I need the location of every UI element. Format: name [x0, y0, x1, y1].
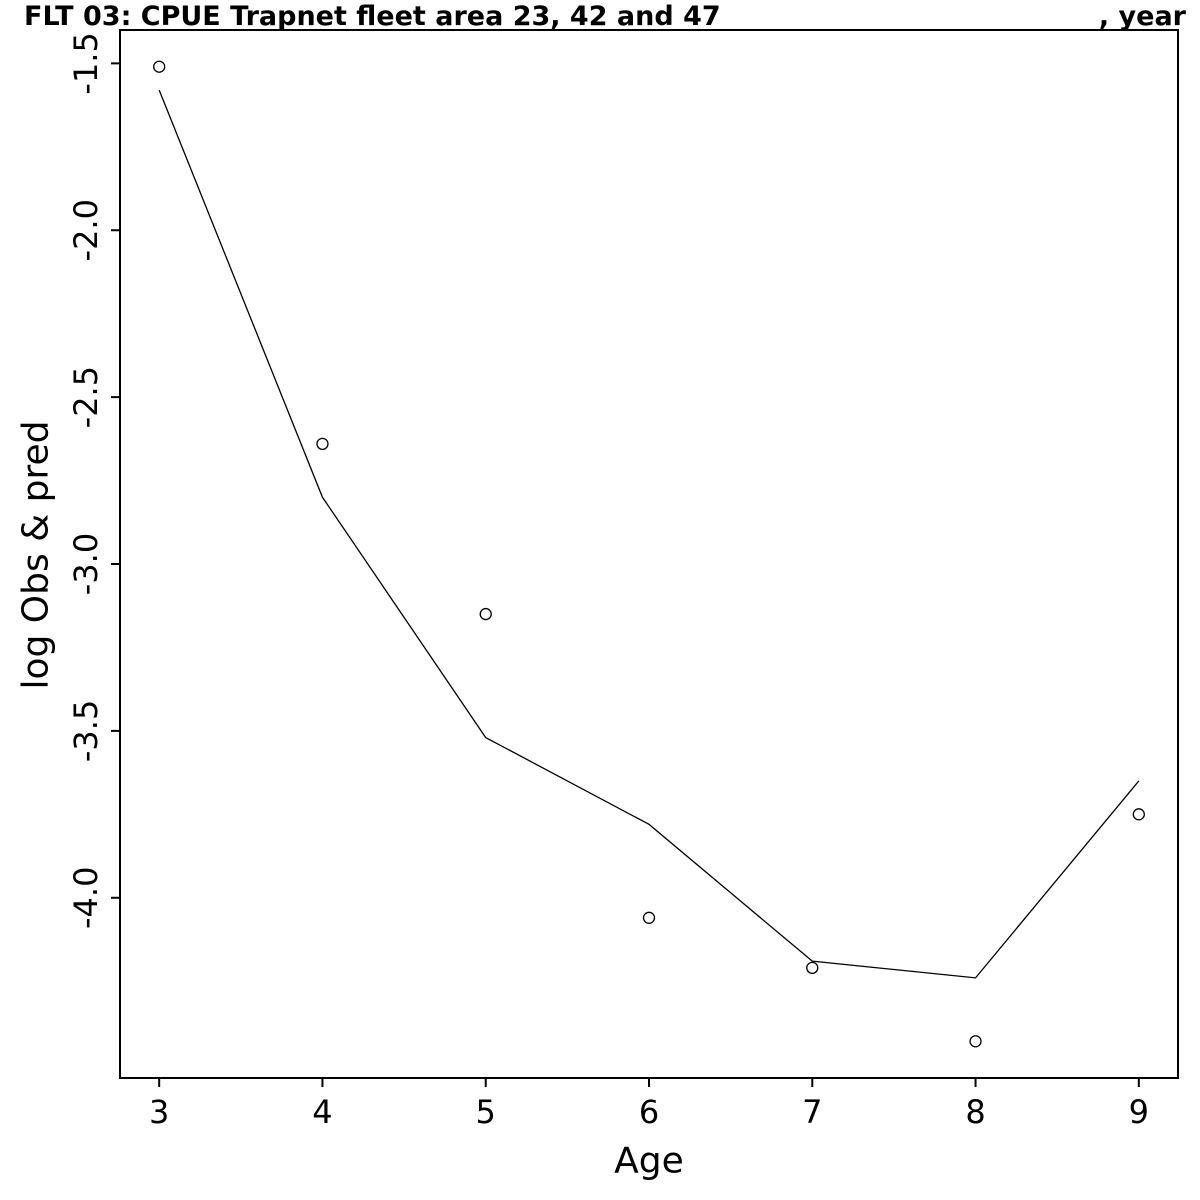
x-tick-label: 5	[476, 1093, 496, 1131]
predicted-line	[158, 89, 1140, 979]
observed-point	[479, 607, 492, 621]
observed-point	[969, 1035, 982, 1048]
x-axis-label: Age	[614, 1140, 684, 1182]
observed-point	[806, 961, 819, 975]
x-tick-label: 3	[149, 1093, 169, 1131]
x-tick-label: 6	[639, 1093, 659, 1131]
observed-point	[642, 911, 656, 924]
observed-point	[316, 437, 329, 451]
y-tick-label: -4.0	[67, 867, 105, 929]
chart-title: FLT 03: CPUE Trapnet fleet area 23, 42 a…	[24, 1, 721, 32]
observed-point	[1132, 808, 1145, 821]
y-tick-label: -2.5	[67, 366, 105, 428]
x-tick-label: 7	[802, 1093, 822, 1131]
y-tick-label: -3.0	[67, 533, 105, 595]
x-tick-label: 9	[1129, 1093, 1149, 1131]
y-tick-label: -2.0	[67, 199, 105, 261]
plot-box	[119, 29, 1179, 1079]
observed-point	[153, 60, 166, 73]
y-tick-label: -3.5	[67, 700, 105, 762]
chart-title-suffix: , year	[1098, 1, 1186, 32]
y-tick-label: -1.5	[67, 32, 105, 94]
x-tick-label: 8	[965, 1093, 985, 1131]
x-tick-label: 4	[312, 1093, 332, 1131]
